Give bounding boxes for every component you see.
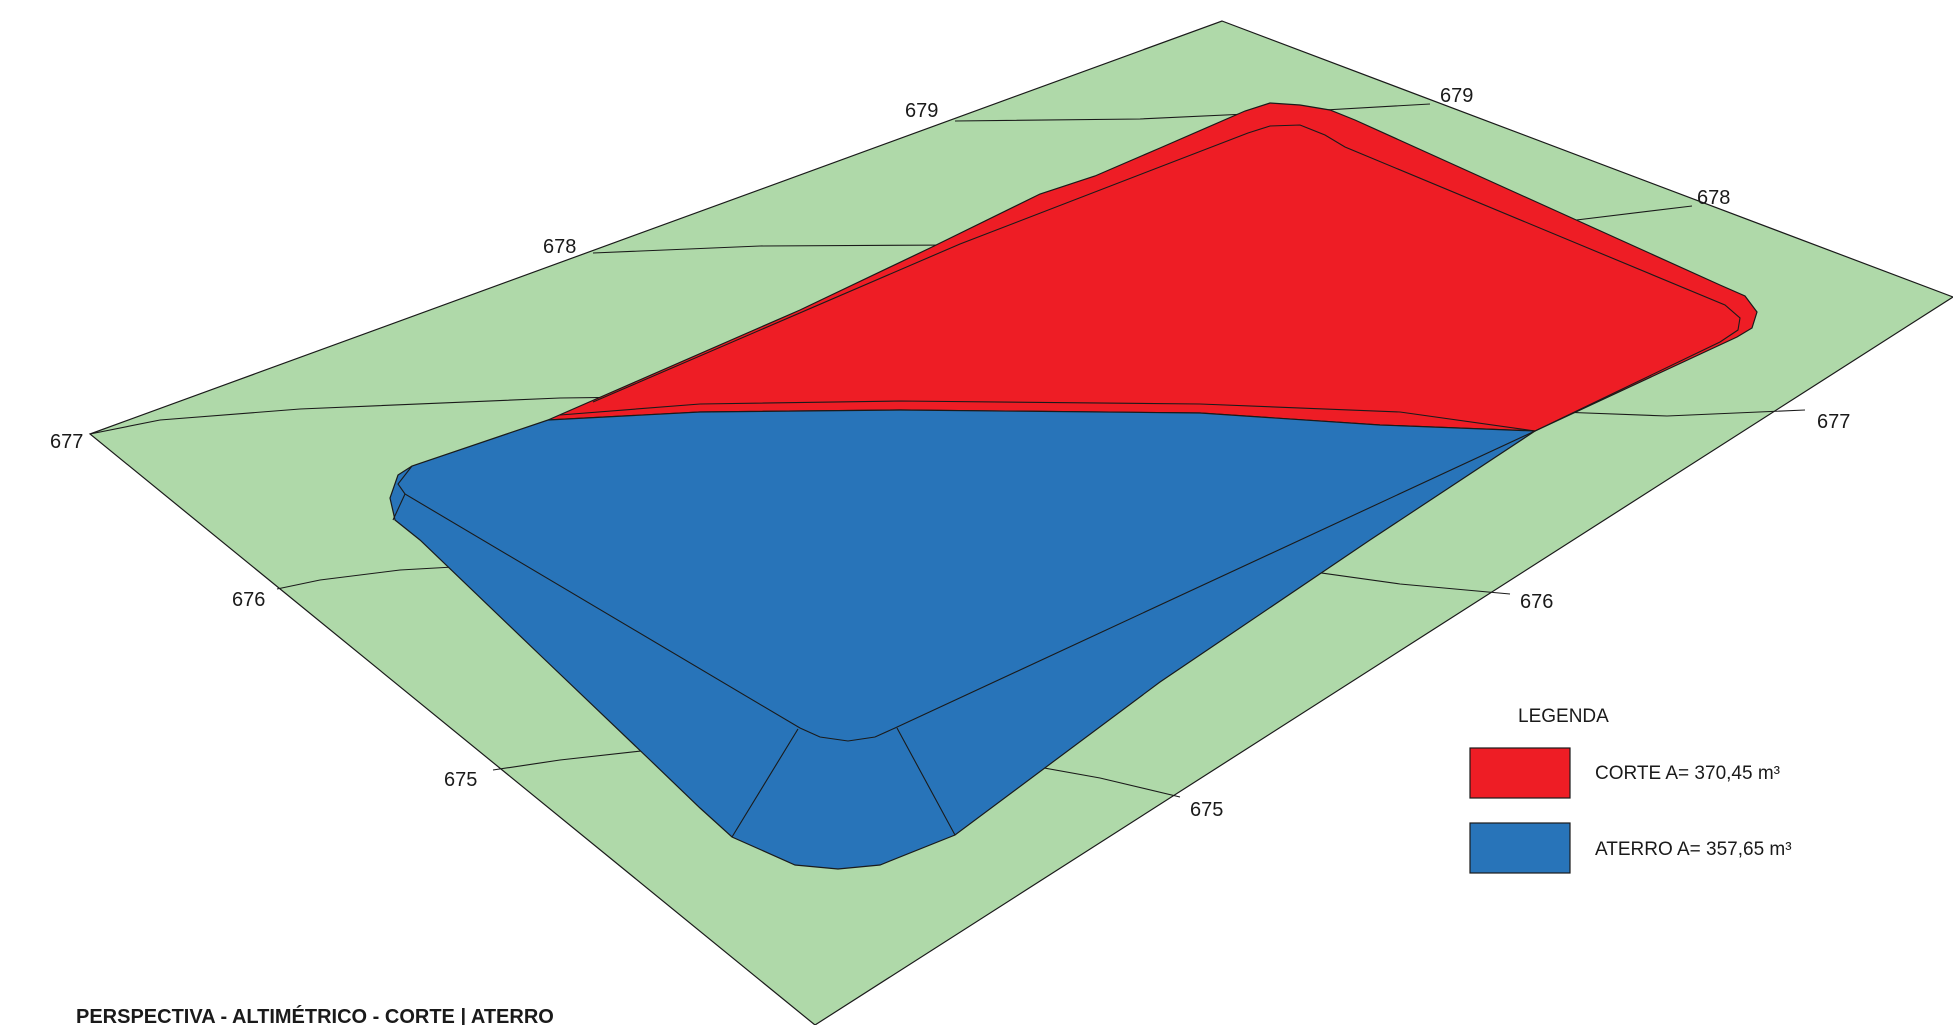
contour-label-679-right: 679	[1440, 85, 1473, 107]
legend-heading: LEGENDA	[1518, 706, 1609, 727]
contour-label-678-left: 678	[543, 236, 576, 258]
contour-label-675-right: 675	[1190, 799, 1223, 821]
contour-label-677-right: 677	[1817, 411, 1850, 433]
platform-edges	[392, 124, 1741, 838]
contour-label-677-left: 677	[50, 431, 83, 453]
legend-label-fill: ATERRO A= 357,65 m³	[1595, 839, 1792, 860]
fill-region	[389, 409, 1537, 870]
contour-label-676-left: 676	[232, 589, 265, 611]
legend-swatch-fill	[1469, 822, 1571, 874]
cut-inner-edge	[592, 124, 1741, 432]
contour-label-678-right: 678	[1697, 187, 1730, 209]
legend: LEGENDA CORTE A= 370,45 m³ ATERRO A= 357…	[1469, 706, 1792, 874]
contour-679	[954, 103, 1431, 122]
legend-label-cut: CORTE A= 370,45 m³	[1595, 763, 1780, 784]
fan-line-right	[896, 727, 956, 836]
contour-label-679-left: 679	[905, 100, 938, 122]
cut-fill-boundary	[559, 400, 1536, 432]
fill-inner-edge	[397, 430, 1536, 742]
contour-label-675-left: 675	[444, 769, 477, 791]
contour-label-676-right: 676	[1520, 591, 1553, 613]
fan-line-left	[731, 728, 799, 838]
contour-labels: 679 679 678 678 677 677 676 676 675 675	[50, 85, 1850, 821]
fill-left-rim	[392, 493, 406, 521]
drawing-title: PERSPECTIVA - ALTIMÉTRICO - CORTE | ATER…	[76, 1005, 554, 1025]
legend-swatch-cut	[1469, 747, 1571, 799]
